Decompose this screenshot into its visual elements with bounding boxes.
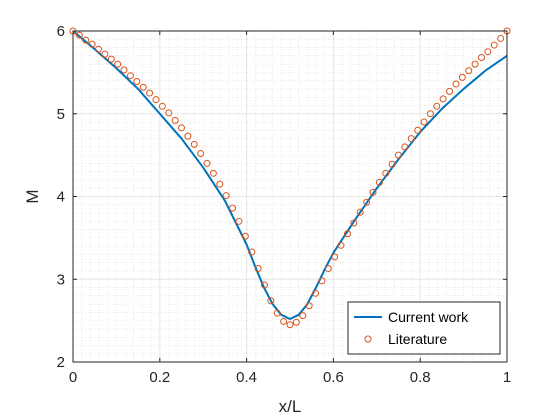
legend-label: Current work — [388, 309, 469, 325]
literature-point — [260, 281, 268, 289]
literature-point — [273, 309, 281, 317]
literature-point — [190, 140, 198, 148]
literature-point — [337, 241, 345, 249]
literature-point — [292, 318, 300, 326]
axes-box — [72, 30, 508, 363]
literature-point — [229, 204, 237, 212]
literature-point — [401, 143, 409, 151]
literature-point — [395, 151, 402, 159]
literature-point — [280, 317, 288, 325]
literature-point — [439, 95, 447, 103]
literature-point — [426, 110, 434, 118]
legend: Current work Literature — [347, 301, 501, 355]
literature-point — [407, 135, 415, 143]
literature-point — [209, 169, 217, 177]
literature-point — [75, 31, 83, 39]
literature-point — [101, 50, 109, 58]
literature-point — [184, 132, 192, 140]
literature-point — [356, 208, 364, 216]
literature-point — [126, 72, 134, 80]
literature-point — [369, 188, 377, 196]
x-tick-label: 0.2 — [149, 369, 170, 386]
literature-point — [222, 192, 230, 200]
literature-point — [484, 48, 492, 56]
literature-point — [107, 55, 115, 63]
literature-point — [95, 45, 103, 53]
y-tick-label: 6 — [57, 23, 65, 40]
x-tick-label: 0.8 — [410, 369, 431, 386]
literature-point — [452, 80, 460, 88]
literature-point — [235, 217, 243, 225]
axes — [72, 30, 508, 363]
literature-point — [203, 159, 211, 167]
literature-point — [350, 219, 358, 227]
x-tick-label: 1 — [503, 369, 511, 386]
literature-point — [286, 321, 294, 329]
y-tick-label: 4 — [57, 189, 65, 206]
literature-point — [343, 230, 351, 238]
literature-point — [331, 253, 339, 261]
literature-point — [497, 34, 505, 42]
literature-point — [158, 102, 166, 110]
legend-label: Literature — [388, 331, 447, 347]
literature-point — [146, 89, 154, 97]
literature-point — [363, 198, 371, 206]
literature-point — [267, 297, 275, 305]
literature-point — [446, 87, 454, 95]
y-tick-label: 3 — [57, 271, 65, 288]
literature-point — [254, 264, 262, 272]
y-tick-label: 2 — [57, 354, 65, 371]
literature-point — [178, 124, 185, 132]
x-tick-label: 0 — [69, 369, 77, 386]
y-tick-label: 5 — [57, 106, 65, 123]
literature-point — [133, 77, 141, 85]
legend-box — [347, 301, 501, 355]
literature-point — [382, 169, 390, 177]
literature-point — [318, 277, 326, 285]
literature-point — [458, 73, 466, 81]
literature-point — [248, 248, 256, 256]
literature-point — [471, 60, 479, 68]
literature-point — [241, 232, 249, 240]
literature-point — [114, 60, 122, 68]
literature-point — [420, 118, 428, 126]
literature-point — [312, 289, 320, 297]
literature-point — [305, 302, 313, 310]
x-tick-label: 0.4 — [236, 369, 257, 386]
literature-point — [465, 67, 473, 75]
tick-labels: 0 0.2 0.4 0.6 0.8 1 2 3 4 5 6 — [57, 23, 512, 386]
literature-point — [120, 66, 128, 74]
literature-point — [299, 312, 307, 320]
literature-point — [388, 160, 396, 168]
x-axis-label: x/L — [279, 397, 302, 416]
legend-swatch-marker — [364, 335, 372, 343]
literature-point — [216, 180, 224, 188]
literature-point — [414, 126, 422, 134]
literature-point — [375, 178, 383, 186]
literature-point — [88, 40, 96, 48]
literature-point — [152, 96, 160, 104]
series-layer — [69, 27, 511, 329]
literature-point — [433, 102, 441, 110]
literature-point — [165, 109, 173, 117]
literature-point — [197, 149, 205, 157]
literature-point — [324, 264, 332, 272]
literature-point — [477, 53, 485, 61]
literature-point — [82, 36, 90, 44]
y-axis-label: M — [23, 189, 42, 203]
literature-point — [139, 83, 147, 91]
literature-point — [490, 41, 498, 49]
literature-point — [171, 116, 179, 124]
x-tick-label: 0.6 — [323, 369, 344, 386]
